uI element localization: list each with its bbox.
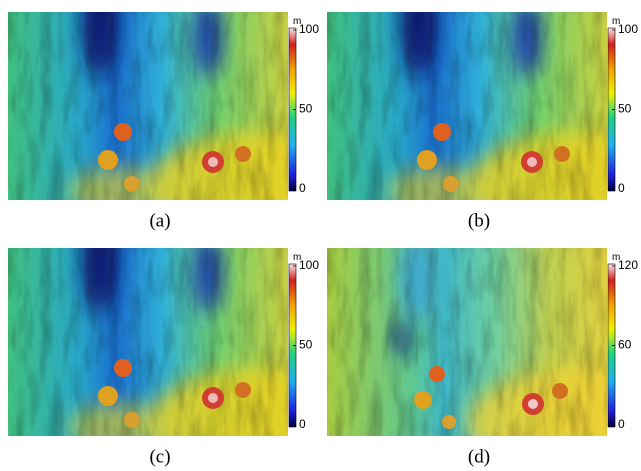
terrain-image <box>8 203 368 471</box>
colorbar-tick-label: 50 <box>299 338 313 352</box>
panel-caption: (a) <box>149 210 170 231</box>
colorbar-tick-label: 0 <box>618 181 625 195</box>
colorbar-unit: m <box>612 252 620 263</box>
colorbar-tick-label: 0 <box>618 417 625 431</box>
panel-caption: (d) <box>468 446 490 467</box>
panel-caption: (b) <box>468 210 490 231</box>
terrain-image <box>8 0 368 242</box>
colorbar-unit: m <box>612 16 620 27</box>
colorbar-unit: m <box>293 252 301 263</box>
colorbar-tick-label: 0 <box>299 417 306 431</box>
colorbar-tick-label: 60 <box>618 338 632 352</box>
terrain-image <box>327 0 641 242</box>
terrain-image <box>327 233 641 471</box>
colorbar-tick-label: 120 <box>618 258 638 272</box>
colorbar-tick-label: 0 <box>299 181 306 195</box>
colorbar-tick-label: 100 <box>299 258 319 272</box>
colorbar-unit: m <box>293 16 301 27</box>
colorbar-tick-label: 100 <box>299 22 319 36</box>
colorbar-tick-label: 100 <box>618 22 638 36</box>
colorbar-tick-label: 50 <box>299 102 313 116</box>
panel-caption: (c) <box>149 446 170 467</box>
colorbar-tick-label: 50 <box>618 102 632 116</box>
